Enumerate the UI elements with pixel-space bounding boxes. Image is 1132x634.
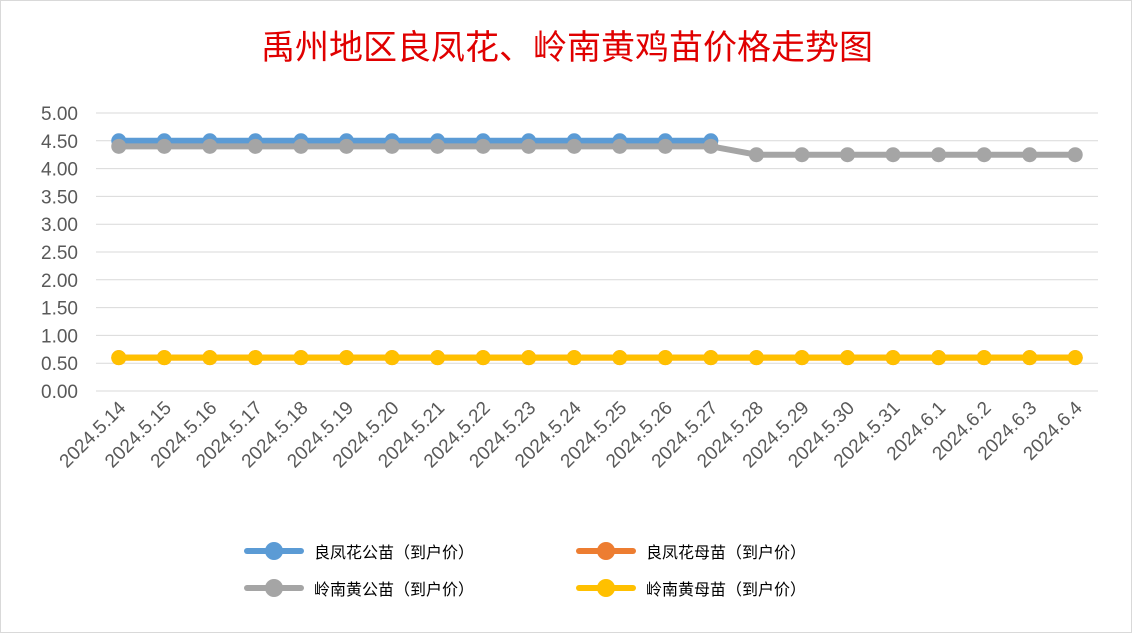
y-tick-label: 3.50 [41, 187, 78, 208]
data-point [566, 138, 582, 154]
legend-label: 岭南黄公苗（到户价） [314, 580, 475, 599]
y-tick-label: 0.00 [41, 382, 78, 403]
data-point [931, 147, 947, 163]
data-point [475, 138, 491, 154]
data-point [247, 138, 263, 154]
data-point [840, 147, 855, 163]
legend-swatch [576, 573, 636, 603]
series-line [115, 143, 1079, 158]
data-point [748, 147, 764, 163]
data-point [384, 138, 400, 154]
y-tick-label: 5.00 [41, 104, 78, 125]
legend-item: 良凤花母苗（到户价） [576, 536, 806, 566]
data-point [1067, 147, 1083, 163]
data-point [1022, 350, 1038, 366]
legend-swatch [244, 536, 304, 566]
y-tick-label: 1.50 [41, 299, 78, 320]
data-point [156, 138, 172, 154]
data-point [976, 147, 992, 163]
data-point [840, 350, 855, 366]
data-point [703, 350, 719, 366]
data-point [657, 138, 673, 154]
legend-swatch [244, 573, 304, 603]
data-point [566, 350, 582, 366]
legend-label: 良凤花公苗（到户价） [314, 543, 475, 562]
y-tick-label: 0.50 [41, 354, 78, 375]
data-point [430, 138, 446, 154]
y-tick-label: 1.00 [41, 326, 78, 347]
data-point [384, 350, 400, 366]
data-point [703, 138, 719, 154]
data-point [430, 350, 446, 366]
data-point [1067, 350, 1083, 366]
data-point [521, 350, 537, 366]
data-point [612, 138, 628, 154]
y-tick-label: 3.00 [41, 215, 78, 236]
data-point [156, 350, 172, 366]
y-tick-label: 4.50 [41, 132, 78, 153]
data-point [202, 138, 218, 154]
data-point [1022, 147, 1038, 163]
y-tick-label: 2.50 [41, 243, 78, 264]
legend-item: 岭南黄母苗（到户价） [576, 573, 806, 603]
data-point [247, 350, 263, 366]
data-point [521, 138, 537, 154]
data-point [794, 350, 810, 366]
chart-title: 禹州地区良凤花、岭南黄鸡苗价格走势图 [261, 28, 873, 68]
data-point [976, 350, 992, 366]
data-point [111, 138, 127, 154]
series-4 [111, 350, 1083, 366]
data-point [885, 147, 901, 163]
data-point [657, 350, 673, 366]
legend-item: 良凤花公苗（到户价） [244, 536, 474, 566]
data-point [931, 350, 947, 366]
data-point [794, 147, 810, 163]
data-point [748, 350, 764, 366]
y-tick-label: 4.00 [41, 160, 78, 181]
series-3 [111, 138, 1083, 163]
legend-label: 岭南黄母苗（到户价） [646, 580, 807, 599]
data-point [293, 350, 309, 366]
data-point [339, 138, 354, 154]
data-point [339, 350, 354, 366]
data-point [111, 350, 127, 366]
data-point [293, 138, 309, 154]
y-tick-label: 2.00 [41, 271, 78, 292]
data-point [202, 350, 218, 366]
legend-swatch [576, 536, 636, 566]
data-point [885, 350, 901, 366]
data-point [475, 350, 491, 366]
legend-item: 岭南黄公苗（到户价） [244, 573, 474, 603]
legend-label: 良凤花母苗（到户价） [646, 543, 807, 562]
data-point [612, 350, 628, 366]
